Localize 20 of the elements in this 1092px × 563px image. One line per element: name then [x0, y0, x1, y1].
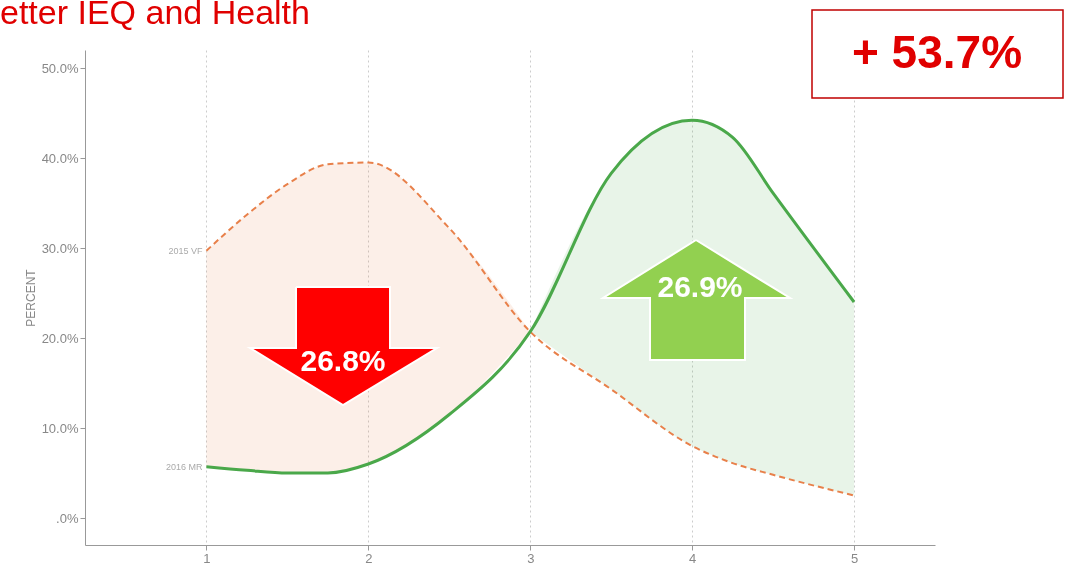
x-tick-label: 4 — [689, 550, 697, 563]
annotation: 26.9% — [657, 270, 743, 303]
x-tick-label: 1 — [203, 550, 211, 563]
x-tick-label: 5 — [850, 550, 859, 563]
x-tick-label: 3 — [527, 550, 535, 563]
annotation: + 53.7% — [851, 26, 1023, 78]
y-tick-label: 20.0% — [41, 330, 79, 346]
line-series — [204, 118, 856, 475]
y-tick-label: 40.0% — [41, 150, 79, 166]
x-tick-label: 2 — [365, 550, 373, 563]
y-tick-label: .0% — [56, 510, 79, 526]
line-series — [205, 161, 856, 497]
y-tick-label: 50.0% — [41, 60, 79, 76]
series-label: 2016 MR — [165, 461, 203, 472]
annotation: 26.8% — [300, 344, 386, 377]
chart-title: etter IEQ and Health — [0, 0, 310, 31]
y-tick-label: 10.0% — [41, 420, 79, 436]
y-tick-label: 30.0% — [41, 240, 79, 256]
y-axis-title: PERCENT — [23, 268, 38, 327]
series-label: 2015 VF — [168, 245, 203, 256]
